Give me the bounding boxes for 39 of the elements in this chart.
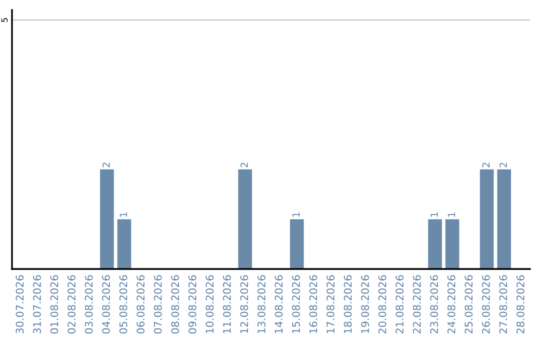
- data-label: 1: [448, 212, 455, 217]
- x-tick-label: 05.08.2026: [119, 275, 128, 334]
- data-label: 1: [120, 212, 127, 217]
- x-tick-label: 11.08.2026: [222, 275, 231, 334]
- x-tick-label: 31.07.2026: [33, 275, 41, 334]
- x-tick-label: 20.08.2026: [378, 275, 386, 334]
- x-tick-label: 24.08.2026: [447, 275, 456, 334]
- data-label: 1: [430, 212, 438, 217]
- x-tick-label: 25.08.2026: [464, 275, 473, 334]
- x-tick-label: 10.08.2026: [206, 275, 214, 334]
- x-tick-label: 02.08.2026: [68, 275, 76, 334]
- x-tick-label: 19.08.2026: [361, 275, 369, 334]
- data-label: 1: [292, 212, 300, 217]
- x-tick-label: 12.08.2026: [240, 275, 248, 334]
- x-tick-label: 15.08.2026: [292, 275, 300, 334]
- x-tick-label: 26.08.2026: [482, 275, 490, 334]
- x-tick-label: 03.08.2026: [84, 275, 93, 334]
- x-tick-label: 06.08.2026: [136, 275, 145, 334]
- data-label: 2: [240, 162, 248, 168]
- x-tick-label: 17.08.2026: [326, 275, 334, 334]
- y-tick-label: 5: [1, 18, 8, 22]
- x-tick-label: 07.08.2026: [154, 275, 162, 334]
- data-label: 2: [500, 162, 507, 168]
- x-tick-label: 27.08.2026: [499, 275, 508, 334]
- x-tick-label: 21.08.2026: [396, 275, 404, 334]
- x-tick-label: 16.08.2026: [309, 275, 318, 334]
- x-tick-label: 09.08.2026: [188, 275, 196, 334]
- data-label: 2: [102, 162, 110, 168]
- x-tick-label: 30.07.2026: [16, 275, 24, 334]
- x-tick-label: 22.08.2026: [412, 275, 421, 334]
- x-tick-label: 28.08.2026: [516, 275, 524, 334]
- x-tick-label: 01.08.2026: [50, 275, 58, 334]
- x-tick-label: 08.08.2026: [171, 275, 180, 334]
- x-tick-label: 23.08.2026: [430, 275, 438, 334]
- x-tick-label: 13.08.2026: [258, 275, 266, 334]
- x-tick-label: 18.08.2026: [344, 275, 352, 334]
- x-tick-label: 14.08.2026: [274, 275, 283, 334]
- data-label: 2: [482, 162, 490, 168]
- x-tick-label: 04.08.2026: [102, 275, 110, 334]
